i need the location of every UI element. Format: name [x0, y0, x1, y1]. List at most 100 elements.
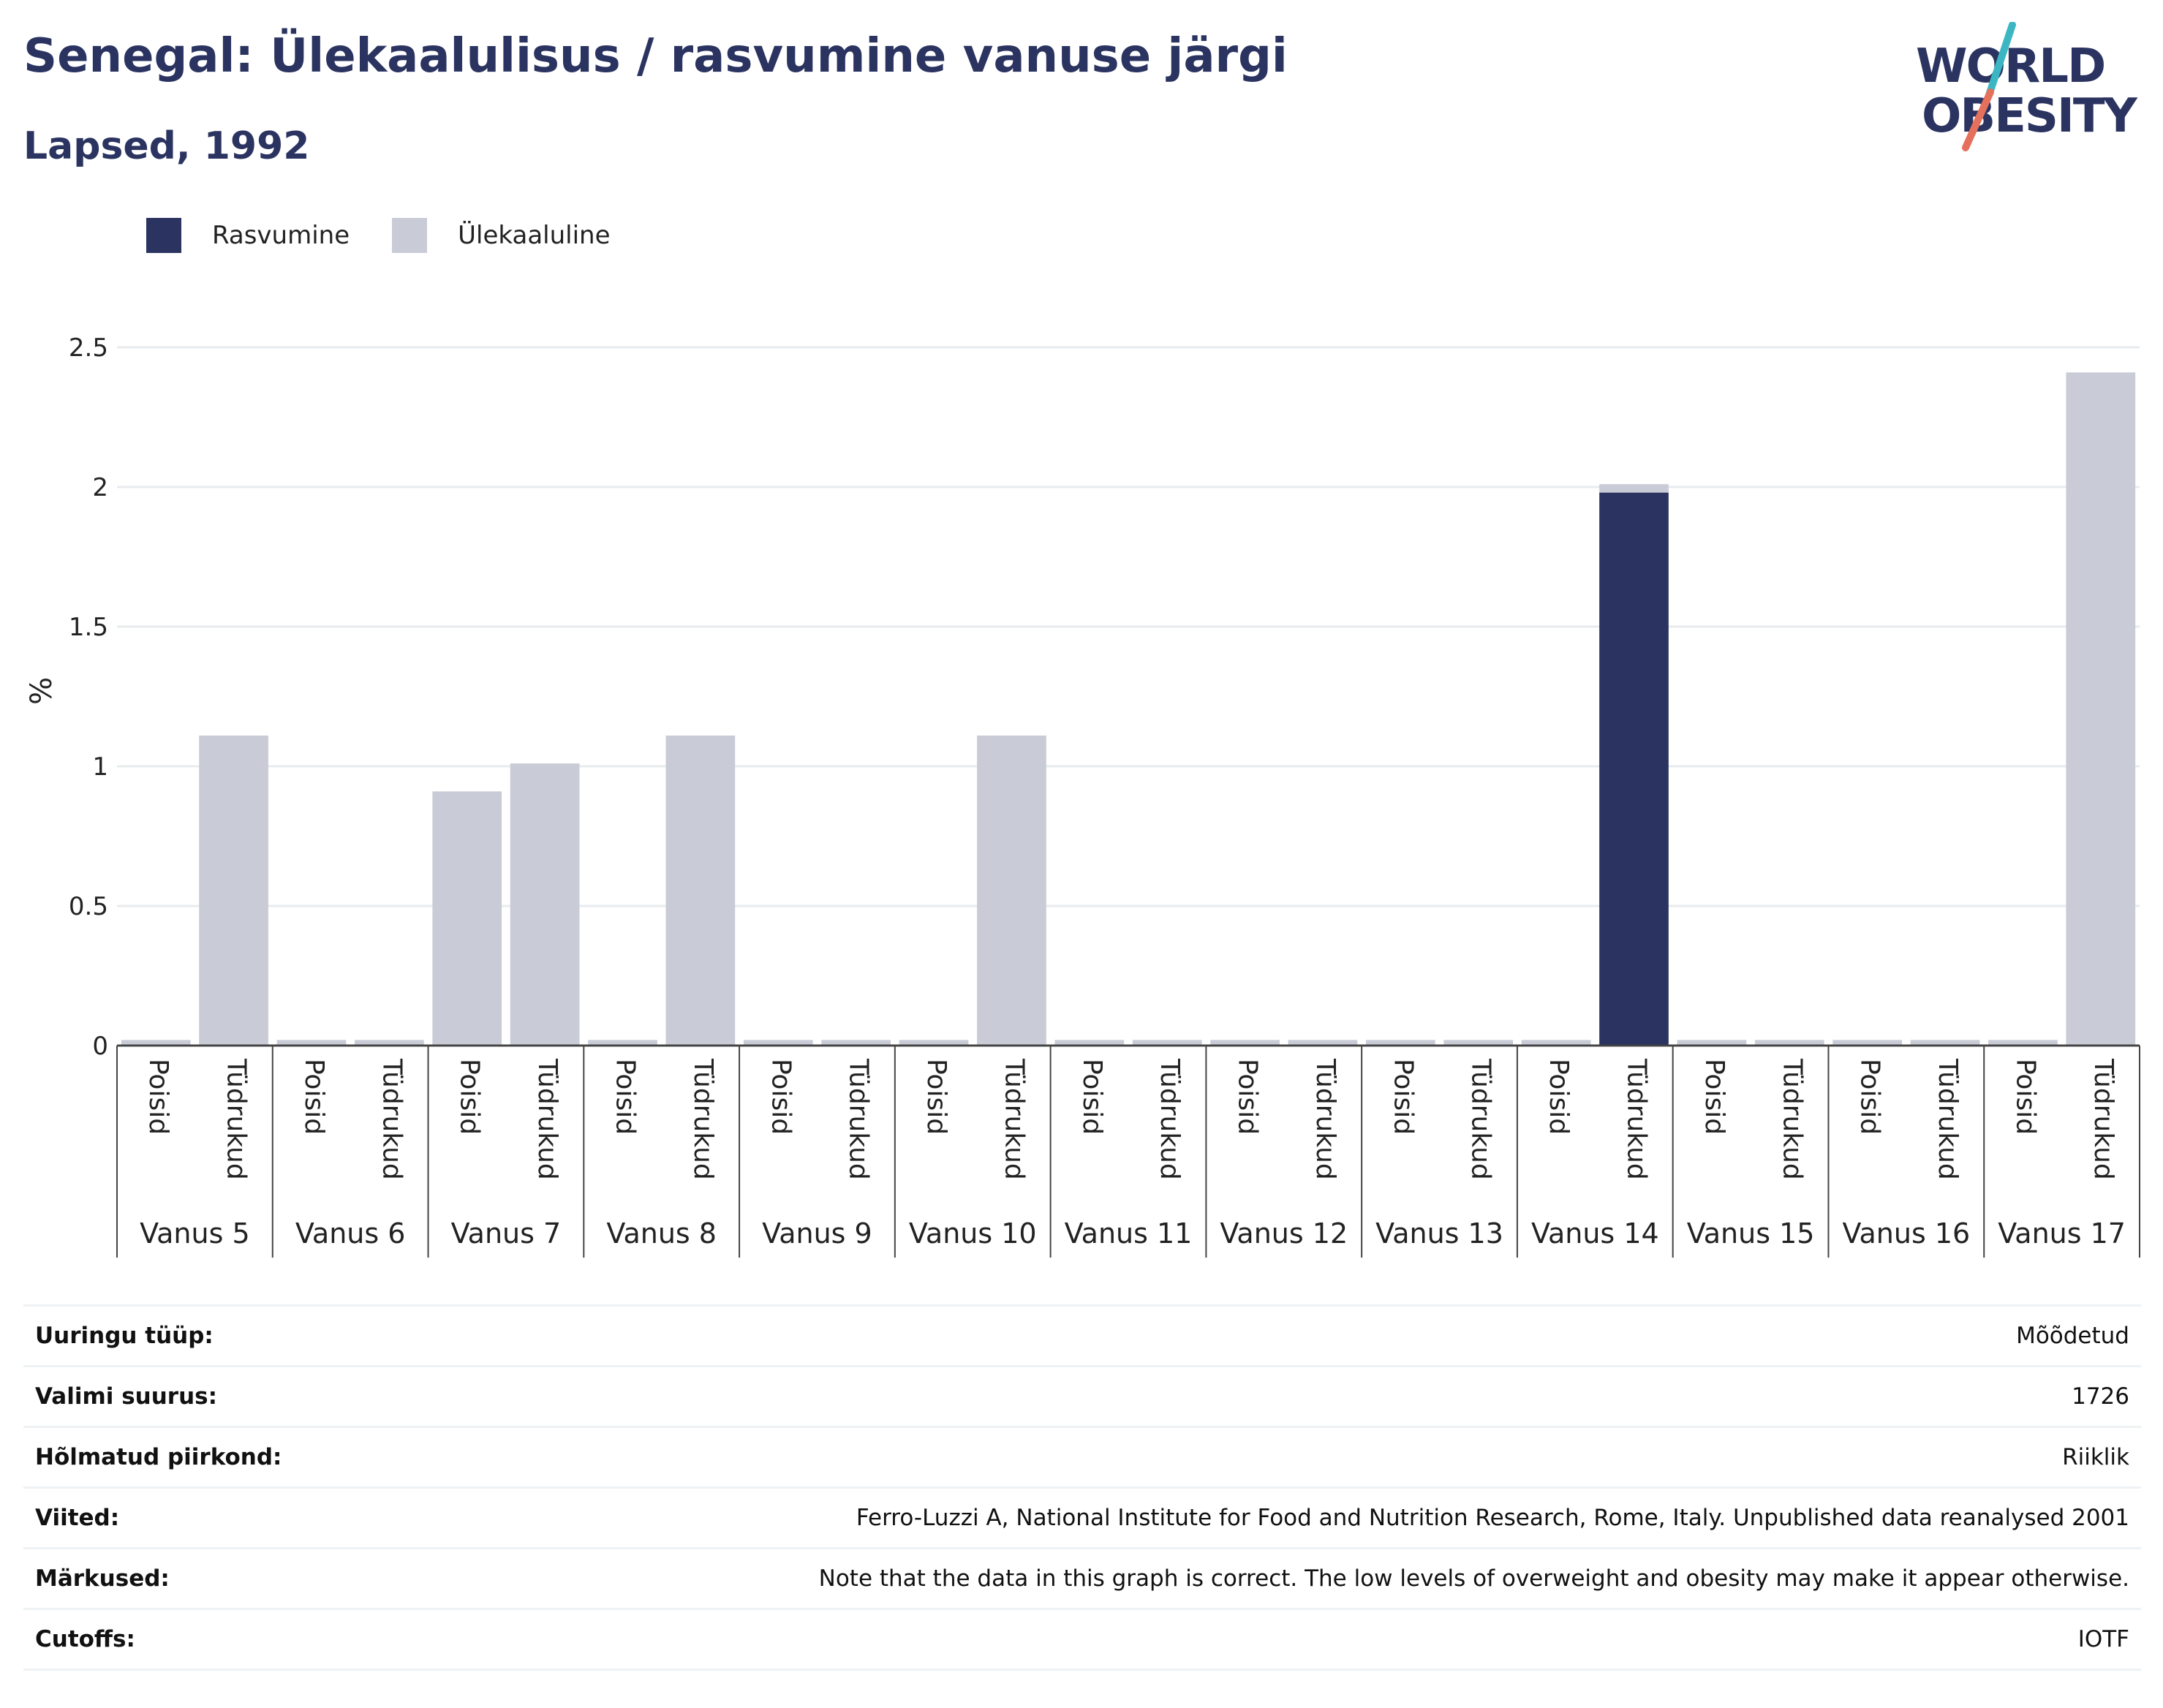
- bar-overweight: [743, 1040, 813, 1046]
- x-group-label: Vanus 10: [909, 1217, 1037, 1250]
- info-value: 1726: [380, 1365, 2141, 1427]
- chart-legend: Rasvumine Ülekaaluline: [146, 214, 653, 257]
- logo-slash-top: [1985, 22, 2016, 99]
- x-subcategory-label: Tüdrukud: [222, 1058, 252, 1180]
- x-subcategory-label: Poisid: [1855, 1059, 1885, 1135]
- bar-overweight: [1910, 1040, 1980, 1046]
- logo-slash-bottom: [1962, 88, 1994, 151]
- info-label: Viited:: [23, 1486, 380, 1549]
- x-subcategory-label: Poisid: [2010, 1059, 2040, 1135]
- bar-overweight: [588, 1040, 657, 1046]
- bar-overweight: [510, 763, 580, 1046]
- bar-overweight: [899, 1040, 969, 1046]
- y-tick-label: 1: [92, 752, 108, 782]
- info-value: Mõõdetud: [380, 1304, 2141, 1367]
- bar-overweight: [1054, 1040, 1125, 1046]
- chart-subtitle: Lapsed, 1992: [23, 124, 310, 168]
- bar-obesity: [1599, 492, 1669, 1046]
- x-subcategory-label: Tüdrukud: [1155, 1058, 1185, 1180]
- x-subcategory-label: Poisid: [1699, 1059, 1729, 1135]
- bar-overweight: [1210, 1040, 1280, 1046]
- x-group-label: Vanus 13: [1375, 1217, 1503, 1250]
- info-value: IOTF: [380, 1608, 2141, 1671]
- x-group-label: Vanus 6: [295, 1217, 406, 1250]
- x-subcategory-label: Tüdrukud: [1310, 1058, 1340, 1180]
- info-row: Hõlmatud piirkond: Riiklik: [23, 1426, 2141, 1488]
- legend-label-obesity: Rasvumine: [212, 221, 350, 250]
- info-value: Riiklik: [380, 1426, 2141, 1488]
- x-group-label: Vanus 15: [1687, 1217, 1815, 1250]
- x-subcategory-label: Poisid: [611, 1059, 641, 1135]
- x-subcategory-label: Tüdrukud: [1777, 1058, 1807, 1180]
- info-row: Uuringu tüüp: Mõõdetud: [23, 1304, 2141, 1367]
- info-label: Valimi suurus:: [23, 1365, 380, 1427]
- bar-overweight: [1521, 1040, 1591, 1046]
- x-group-label: Vanus 8: [606, 1217, 717, 1250]
- x-subcategory-label: Tüdrukud: [844, 1058, 874, 1180]
- bar-overweight: [432, 791, 502, 1046]
- x-group-label: Vanus 17: [1998, 1217, 2126, 1250]
- legend-label-overweight: Ülekaaluline: [458, 221, 611, 250]
- logo-line-1: WORLD: [1916, 39, 2105, 94]
- x-group-label: Vanus 7: [451, 1217, 562, 1250]
- x-subcategory-label: Tüdrukud: [688, 1058, 718, 1180]
- bar-overweight: [821, 1040, 891, 1046]
- bar-overweight: [1443, 1040, 1514, 1046]
- chart-title: Senegal: Ülekaalulisus / rasvumine vanus…: [23, 29, 1288, 83]
- info-row: Viited: Ferro-Luzzi A, National Institut…: [23, 1486, 2141, 1549]
- x-subcategory-label: Tüdrukud: [999, 1058, 1029, 1180]
- x-subcategory-label: Tüdrukud: [377, 1058, 407, 1180]
- bar-overweight: [199, 735, 268, 1046]
- x-group-label: Vanus 11: [1065, 1217, 1193, 1250]
- bar-overweight: [1754, 1040, 1824, 1046]
- info-row: Märkused: Note that the data in this gra…: [23, 1547, 2141, 1609]
- bar-overweight: [2066, 372, 2136, 1046]
- x-subcategory-label: Poisid: [1544, 1059, 1574, 1135]
- bar-overweight: [1832, 1040, 1902, 1046]
- y-axis-label: %: [25, 677, 58, 705]
- legend-swatch-obesity: [146, 218, 181, 253]
- bar-overweight: [1988, 1040, 2058, 1046]
- x-subcategory-label: Tüdrukud: [1622, 1058, 1652, 1180]
- y-tick-label: 0.5: [69, 892, 108, 921]
- y-tick-label: 2: [92, 473, 108, 502]
- y-tick-label: 0: [92, 1032, 108, 1061]
- x-group-label: Vanus 16: [1842, 1217, 1970, 1250]
- bar-overweight: [1288, 1040, 1358, 1046]
- legend-item-obesity[interactable]: Rasvumine: [146, 218, 350, 253]
- info-label: Cutoffs:: [23, 1608, 380, 1671]
- logo-line-2: OBESITY: [1922, 89, 2137, 143]
- x-subcategory-label: Tüdrukud: [1933, 1058, 1963, 1180]
- info-label: Märkused:: [23, 1547, 380, 1609]
- bar-overweight: [1599, 484, 1669, 493]
- bar-overweight: [1132, 1040, 1202, 1046]
- survey-info-table: Uuringu tüüp: Mõõdetud Valimi suurus: 17…: [23, 1304, 2141, 1671]
- bar-chart: 0 0.5 1 1.5 2 2.5% Poisid Tüdrukud Vanus 5 Poisid…: [25, 333, 2140, 1258]
- x-subcategory-label: Poisid: [921, 1059, 951, 1135]
- legend-swatch-overweight: [392, 218, 428, 253]
- bar-overweight: [977, 735, 1046, 1046]
- y-tick-label: 2.5: [69, 333, 108, 363]
- bar-overweight: [1677, 1040, 1747, 1046]
- x-subcategory-label: Poisid: [455, 1059, 485, 1135]
- x-subcategory-label: Tüdrukud: [2088, 1058, 2118, 1180]
- x-group-label: Vanus 9: [762, 1217, 872, 1250]
- x-group-label: Vanus 14: [1531, 1217, 1659, 1250]
- bar-overweight: [121, 1040, 191, 1046]
- y-tick-label: 1.5: [69, 613, 108, 642]
- bar-overweight: [1366, 1040, 1435, 1046]
- x-subcategory-label: Poisid: [1233, 1059, 1263, 1135]
- x-subcategory-label: Poisid: [1077, 1059, 1107, 1135]
- x-group-label: Vanus 12: [1220, 1217, 1348, 1250]
- legend-item-overweight[interactable]: Ülekaaluline: [392, 218, 611, 253]
- bar-overweight: [276, 1040, 347, 1046]
- info-row: Valimi suurus: 1726: [23, 1365, 2141, 1427]
- info-label: Hõlmatud piirkond:: [23, 1426, 380, 1488]
- info-value: Ferro-Luzzi A, National Institute for Fo…: [380, 1486, 2141, 1549]
- x-group-label: Vanus 5: [140, 1217, 250, 1250]
- x-subcategory-label: Poisid: [766, 1059, 796, 1135]
- x-subcategory-label: Tüdrukud: [532, 1058, 562, 1180]
- bar-overweight: [355, 1040, 424, 1046]
- bar-overweight: [665, 735, 736, 1046]
- info-value: Note that the data in this graph is corr…: [380, 1547, 2141, 1609]
